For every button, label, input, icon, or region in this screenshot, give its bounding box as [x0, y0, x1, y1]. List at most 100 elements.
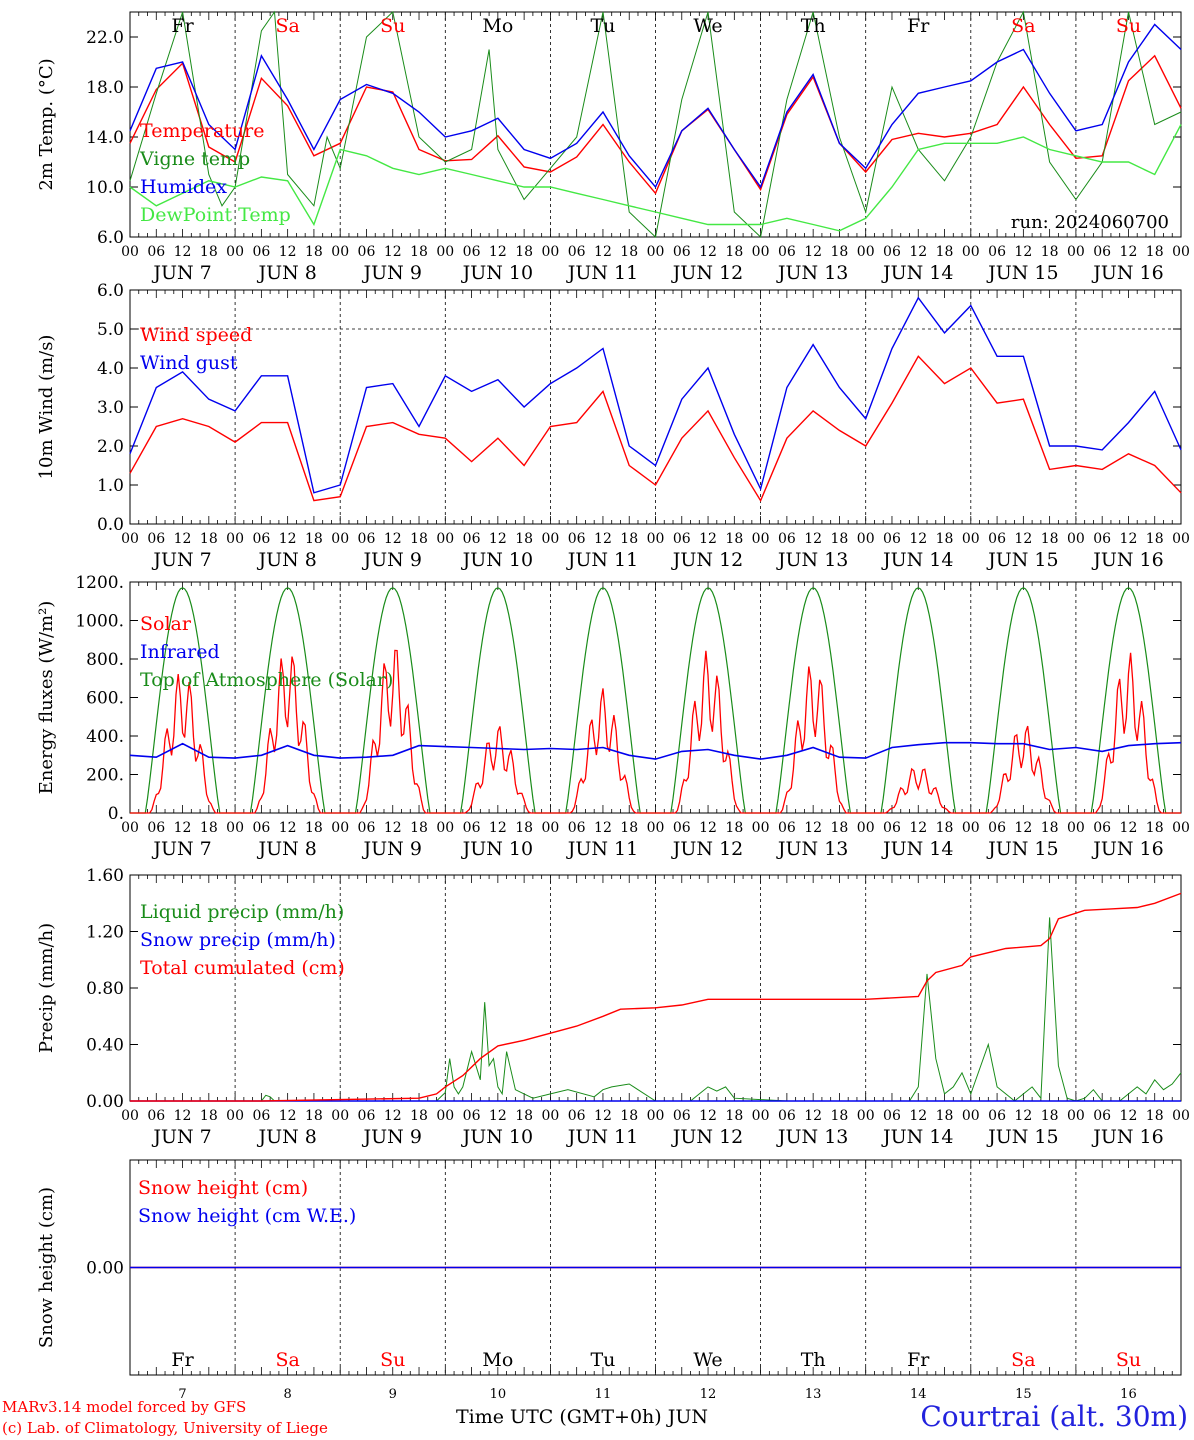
date-label: JUN 8: [256, 262, 316, 284]
hour-label: 18: [620, 531, 638, 547]
hour-label: 00: [962, 531, 980, 547]
date-label: JUN 15: [986, 838, 1058, 860]
date-label: JUN 15: [986, 1126, 1058, 1148]
hour-label: 06: [673, 531, 691, 547]
legend-entry: Snow precip (mm/h): [140, 929, 336, 951]
hour-label: 06: [778, 820, 796, 836]
hour-label: 00: [541, 1108, 559, 1124]
date-label: JUN 12: [671, 262, 743, 284]
hour-label: 06: [883, 531, 901, 547]
date-label: JUN 8: [256, 838, 316, 860]
y-axis-label: Precip (mm/h): [36, 923, 57, 1053]
hour-label: 12: [174, 820, 192, 836]
hour-label: 06: [988, 531, 1006, 547]
hour-label: 12: [699, 1108, 717, 1124]
hour-label: 18: [1146, 820, 1164, 836]
hour-label: 00: [226, 820, 244, 836]
hour-label: 00: [436, 820, 454, 836]
weekday-label: Tu: [590, 1349, 615, 1371]
y-axis-label: Energy fluxes (W/m²): [36, 601, 57, 795]
hour-label: 06: [147, 244, 165, 260]
legend-entry: Vigne temp: [139, 148, 250, 170]
hour-label: 18: [1146, 531, 1164, 547]
date-label: JUN 7: [151, 1126, 211, 1148]
station-name: Courtrai (alt. 30m): [920, 1400, 1188, 1433]
day-number-label: 11: [595, 1387, 612, 1402]
hour-label: 00: [1067, 244, 1085, 260]
weekday-label: Mo: [482, 15, 513, 37]
hour-label: 00: [857, 244, 875, 260]
legend-entry: Total cumulated (cm): [140, 957, 345, 979]
hour-label: 12: [804, 244, 822, 260]
day-number-label: 15: [1015, 1387, 1032, 1402]
y-tick-label: 0.00: [86, 1092, 124, 1112]
hour-label: 18: [1146, 1108, 1164, 1124]
hour-label: 00: [436, 531, 454, 547]
date-label: JUN 13: [776, 262, 848, 284]
series-line-wind-gust: [129, 296, 1182, 494]
date-label: JUN 9: [362, 838, 422, 860]
date-label: JUN 14: [881, 549, 953, 571]
model-credit: MARv3.14 model forced by GFS: [2, 1398, 247, 1416]
y-tick-label: 0.00: [86, 1259, 124, 1279]
y-tick-label: 6.0: [97, 281, 124, 301]
date-label: JUN 11: [566, 1126, 638, 1148]
weekday-label: We: [693, 1349, 722, 1371]
hour-label: 06: [252, 1108, 270, 1124]
y-tick-label: 1.0: [97, 476, 124, 496]
hour-label: 12: [384, 531, 402, 547]
hour-label: 00: [1172, 1108, 1190, 1124]
hour-label: 00: [1172, 820, 1190, 836]
day-number-label: 7: [178, 1387, 186, 1402]
hour-label: 06: [778, 531, 796, 547]
hour-label: 00: [962, 820, 980, 836]
hour-label: 06: [252, 244, 270, 260]
hour-label: 12: [699, 531, 717, 547]
hour-label: 00: [331, 820, 349, 836]
series-line-wind-speed: [129, 355, 1182, 503]
series-line-infrared: [129, 741, 1182, 760]
legend-entry: Top of Atmosphere (Solar): [140, 669, 393, 691]
hour-label: 18: [936, 820, 954, 836]
weekday-label: Mo: [482, 1349, 513, 1371]
legend-entry: Humidex: [140, 176, 227, 198]
hour-label: 18: [410, 820, 428, 836]
date-label: JUN 8: [256, 1126, 316, 1148]
hour-label: 06: [673, 820, 691, 836]
hour-label: 18: [515, 820, 533, 836]
hour-label: 00: [857, 531, 875, 547]
y-tick-label: 400.: [86, 727, 124, 747]
legend-entry: Snow height (cm): [138, 1177, 308, 1199]
hour-label: 00: [331, 531, 349, 547]
y-tick-label: 800.: [86, 650, 124, 670]
hour-label: 00: [436, 244, 454, 260]
hour-label: 18: [936, 531, 954, 547]
hour-label: 00: [1067, 1108, 1085, 1124]
date-label: JUN 12: [671, 838, 743, 860]
y-axis-label: Snow height (cm): [36, 1187, 57, 1348]
date-label: JUN 10: [461, 838, 533, 860]
run-annotation: run: 2024060700: [1011, 212, 1169, 233]
y-tick-label: 0.0: [97, 515, 124, 535]
legend-entry: Temperature: [140, 120, 264, 142]
hour-label: 12: [279, 531, 297, 547]
hour-label: 18: [725, 820, 743, 836]
y-tick-label: 1200.: [75, 573, 124, 593]
hour-label: 18: [620, 1108, 638, 1124]
hour-label: 06: [673, 1108, 691, 1124]
hour-label: 18: [936, 1108, 954, 1124]
y-tick-label: 18.0: [86, 78, 124, 98]
date-label: JUN 14: [881, 1126, 953, 1148]
hour-label: 18: [410, 531, 428, 547]
hour-label: 06: [1093, 820, 1111, 836]
date-label: JUN 13: [776, 1126, 848, 1148]
date-label: JUN 16: [1091, 549, 1163, 571]
hour-label: 12: [1120, 244, 1138, 260]
hour-label: 18: [305, 531, 323, 547]
hour-label: 06: [463, 1108, 481, 1124]
hour-label: 00: [752, 820, 770, 836]
legend-entry: Solar: [140, 613, 192, 635]
hour-label: 12: [594, 531, 612, 547]
hour-label: 18: [831, 244, 849, 260]
date-label: JUN 15: [986, 549, 1058, 571]
